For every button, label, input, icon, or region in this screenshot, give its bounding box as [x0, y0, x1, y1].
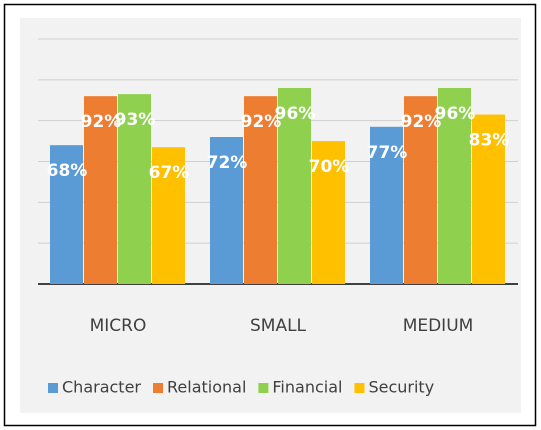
- legend-swatch: [48, 383, 58, 393]
- legend-label: Security: [368, 378, 434, 397]
- bar: [370, 126, 403, 285]
- bar: [278, 88, 311, 284]
- data-label: 68%: [47, 161, 88, 181]
- bar: [244, 96, 277, 285]
- bar: [50, 145, 83, 284]
- data-label: 67%: [149, 163, 190, 183]
- bar: [472, 114, 505, 285]
- legend-label: Relational: [167, 378, 246, 397]
- x-tick-label: MEDIUM: [403, 316, 474, 336]
- x-tick-label: MICRO: [90, 316, 147, 336]
- bar: [312, 141, 345, 284]
- x-tick-label: SMALL: [250, 316, 307, 336]
- bar: [118, 94, 151, 284]
- bar: [210, 137, 243, 284]
- bar: [84, 96, 117, 285]
- data-label: 83%: [469, 131, 510, 151]
- data-label: 72%: [207, 153, 248, 173]
- data-label: 93%: [115, 110, 156, 130]
- data-label: 96%: [435, 104, 476, 124]
- legend-label: Character: [62, 378, 141, 397]
- legend-swatch: [153, 383, 163, 393]
- data-label: 92%: [401, 112, 442, 132]
- data-label: 92%: [241, 112, 282, 132]
- data-label: 92%: [81, 112, 122, 132]
- bar: [152, 147, 185, 284]
- data-label: 70%: [309, 157, 350, 177]
- legend-swatch: [354, 383, 365, 393]
- data-label: 96%: [275, 104, 316, 124]
- data-label: 77%: [367, 143, 408, 163]
- legend-label: Financial: [272, 378, 342, 397]
- bar: [404, 96, 437, 285]
- bar: [438, 88, 471, 284]
- legend-swatch: [258, 383, 269, 393]
